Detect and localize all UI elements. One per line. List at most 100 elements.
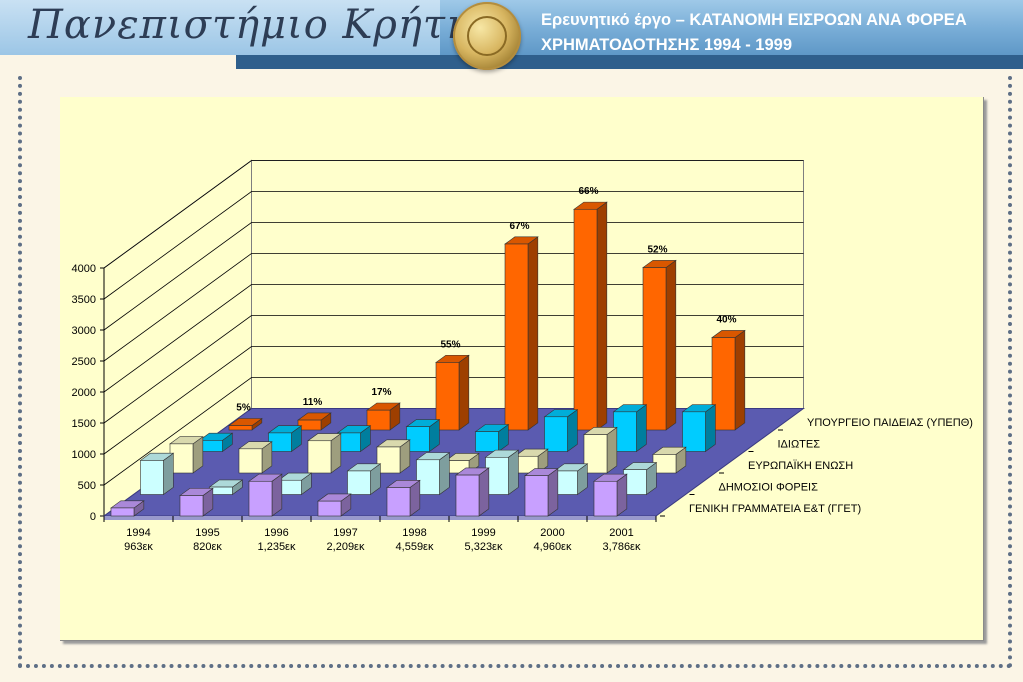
gridline — [103, 346, 804, 455]
bar-front — [248, 480, 273, 517]
bar — [711, 329, 746, 431]
bar — [307, 433, 342, 474]
bar — [139, 452, 175, 496]
bar — [110, 500, 145, 517]
bar-front — [228, 425, 253, 431]
bar-front — [642, 267, 667, 431]
bar — [198, 432, 234, 453]
x-tick-sublabel: 5,323εκ — [465, 541, 503, 553]
bar-front — [110, 507, 135, 517]
bar-front — [504, 243, 529, 431]
bar-front — [475, 431, 499, 452]
bar — [543, 409, 579, 453]
bar-front — [386, 487, 411, 517]
slide-title: Ερευνητικό έργο – ΚΑΤΑΝΟΜΗ ΕΙΣΡΟΩΝ ΑΝΑ Φ… — [541, 11, 967, 54]
dotted-slide-frame — [18, 76, 1012, 668]
x-tick-sublabel: 963εκ — [124, 541, 153, 553]
x-tick-sublabel: 3,786εκ — [603, 541, 641, 553]
y-tick-label: 2500 — [72, 356, 96, 368]
bar — [593, 473, 628, 517]
bar-front — [406, 426, 430, 452]
bar-front — [317, 500, 342, 517]
x-tick-label: 1997 — [333, 527, 357, 539]
bar — [681, 404, 717, 453]
bar-front — [524, 475, 549, 517]
bar — [179, 487, 214, 517]
bar-front — [179, 495, 204, 517]
data-label: 55% — [440, 339, 460, 350]
data-label: 52% — [647, 244, 667, 255]
data-label: 11% — [303, 397, 323, 408]
x-tick-sublabel: 2,209εκ — [327, 541, 365, 553]
bar — [169, 436, 204, 474]
x-tick-label: 1999 — [471, 527, 495, 539]
gridline — [103, 284, 804, 393]
bar-front — [140, 460, 164, 495]
bar — [366, 402, 401, 431]
bar — [642, 259, 677, 431]
bar-front — [297, 419, 322, 431]
bar — [474, 423, 510, 453]
y-tick-label: 4000 — [72, 263, 96, 275]
series-label: ΙΔΙΩΤΕΣ — [778, 439, 821, 451]
data-label: 5% — [236, 402, 251, 413]
bar — [297, 412, 332, 431]
bar — [415, 452, 451, 496]
bar-front — [376, 446, 401, 474]
y-tick-label: 3000 — [72, 325, 96, 337]
university-wordmark: Πανεπιστήμιο Κρήτης — [28, 2, 495, 48]
data-label: 17% — [371, 387, 391, 398]
x-tick-sublabel: 4,559εκ — [396, 541, 434, 553]
bar-front — [307, 440, 332, 474]
bar-side — [458, 354, 470, 431]
bar-side — [527, 236, 539, 431]
gridline — [103, 315, 804, 424]
x-tick-label: 1996 — [264, 527, 288, 539]
university-seal-icon — [453, 2, 521, 70]
gridline — [103, 222, 804, 331]
bar-side — [705, 404, 716, 453]
bar — [277, 472, 313, 496]
bar — [583, 426, 618, 474]
bar — [346, 463, 382, 496]
y-tick-label: 3500 — [72, 294, 96, 306]
x-tick-label: 1994 — [126, 527, 150, 539]
data-label: 40% — [716, 314, 736, 325]
bar-front — [435, 362, 460, 431]
series-label: ΥΠΟΥΡΓΕΙΟ ΠΑΙΔΕΙΑΣ (ΥΠΕΠΘ) — [807, 417, 973, 429]
bar — [405, 418, 441, 453]
bar-side — [508, 449, 519, 496]
bar — [386, 479, 421, 517]
bar-side — [636, 404, 647, 453]
bar-front — [593, 480, 618, 517]
bar — [504, 236, 539, 431]
y-tick-label: 2000 — [72, 387, 96, 399]
y-tick-label: 1000 — [72, 449, 96, 461]
x-tick-label: 2000 — [540, 527, 564, 539]
bar-front — [238, 448, 263, 474]
bar — [573, 201, 608, 431]
bar — [484, 449, 520, 496]
bar-front — [711, 337, 736, 431]
bar — [376, 439, 411, 474]
bar — [652, 446, 687, 474]
x-tick-label: 2001 — [609, 527, 633, 539]
series-label: ΓΕΝΙΚΗ ΓΡΑΜΜΑΤΕΙΑ Ε&Τ (ΓΓΕΤ) — [689, 503, 861, 515]
header-underline-bar — [236, 55, 1023, 69]
bar-side — [547, 467, 559, 517]
bar — [455, 467, 490, 517]
bar-chart: 0 500 1000 1500 2000 2500 3000 3500 4000 1994 963ε… — [72, 159, 973, 553]
data-label: 67% — [509, 221, 529, 232]
bar — [317, 493, 352, 517]
bar — [435, 354, 470, 431]
x-tick-sublabel: 4,960εκ — [534, 541, 572, 553]
bar-front — [573, 208, 598, 431]
bar — [248, 473, 283, 517]
series-label: ΔΗΜΟΣΙΟΙ ΦΟΡΕΙΣ — [719, 482, 819, 494]
bar — [238, 441, 273, 474]
x-tick-sublabel: 820εκ — [193, 541, 222, 553]
bar — [524, 467, 559, 517]
bar — [612, 404, 648, 453]
bar-front — [455, 474, 480, 517]
series-label: ΕΥΡΩΠΑΪΚΗ ΕΝΩΣΗ — [748, 460, 853, 472]
